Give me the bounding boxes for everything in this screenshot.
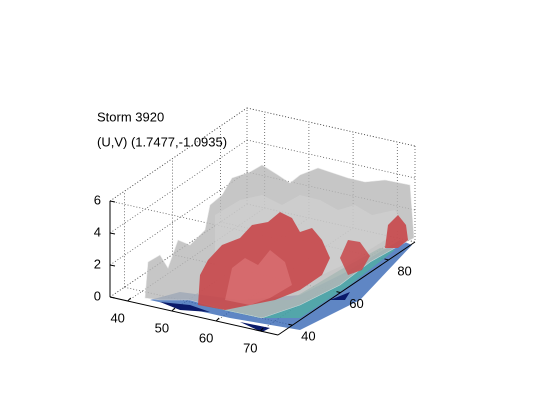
chart-title: Storm 3920 xyxy=(97,109,164,124)
x-tick xyxy=(127,297,132,302)
red-surface xyxy=(340,240,370,275)
y-axis xyxy=(277,241,416,336)
red-surface xyxy=(225,250,292,305)
z-tick xyxy=(109,232,116,235)
x-tick-label: 40 xyxy=(110,310,124,325)
z-tick-label: 0 xyxy=(94,288,101,303)
grid-line xyxy=(109,171,248,266)
x-tick xyxy=(171,307,176,312)
z-tick-label: 4 xyxy=(94,224,101,239)
grid-line xyxy=(109,203,248,298)
axes: 0 2 4 6 40 50 60 70 40 60 80 xyxy=(94,192,416,355)
grid-line xyxy=(109,139,248,234)
z-tick-label: 6 xyxy=(94,192,101,207)
surfaces xyxy=(144,164,415,332)
z-tick-label: 2 xyxy=(94,256,101,271)
x-tick xyxy=(259,327,264,332)
grid-line xyxy=(109,107,248,202)
y-tick-label: 60 xyxy=(349,296,363,311)
y-tick xyxy=(336,291,341,294)
chart-subtitle: (U,V) (1.7477,-1.0935) xyxy=(97,134,227,149)
x-tick xyxy=(215,317,220,322)
x-tick-label: 70 xyxy=(243,340,257,355)
y-tick-label: 40 xyxy=(301,329,315,344)
y-tick xyxy=(384,258,389,261)
red-surface xyxy=(385,215,408,248)
x-axis xyxy=(109,296,279,336)
x-tick-label: 60 xyxy=(199,330,213,345)
z-tick xyxy=(109,296,116,299)
z-tick xyxy=(109,200,116,203)
z-tick xyxy=(109,264,116,267)
y-tick xyxy=(288,323,293,326)
x-tick-label: 50 xyxy=(155,320,169,335)
y-tick-label: 80 xyxy=(397,263,411,278)
